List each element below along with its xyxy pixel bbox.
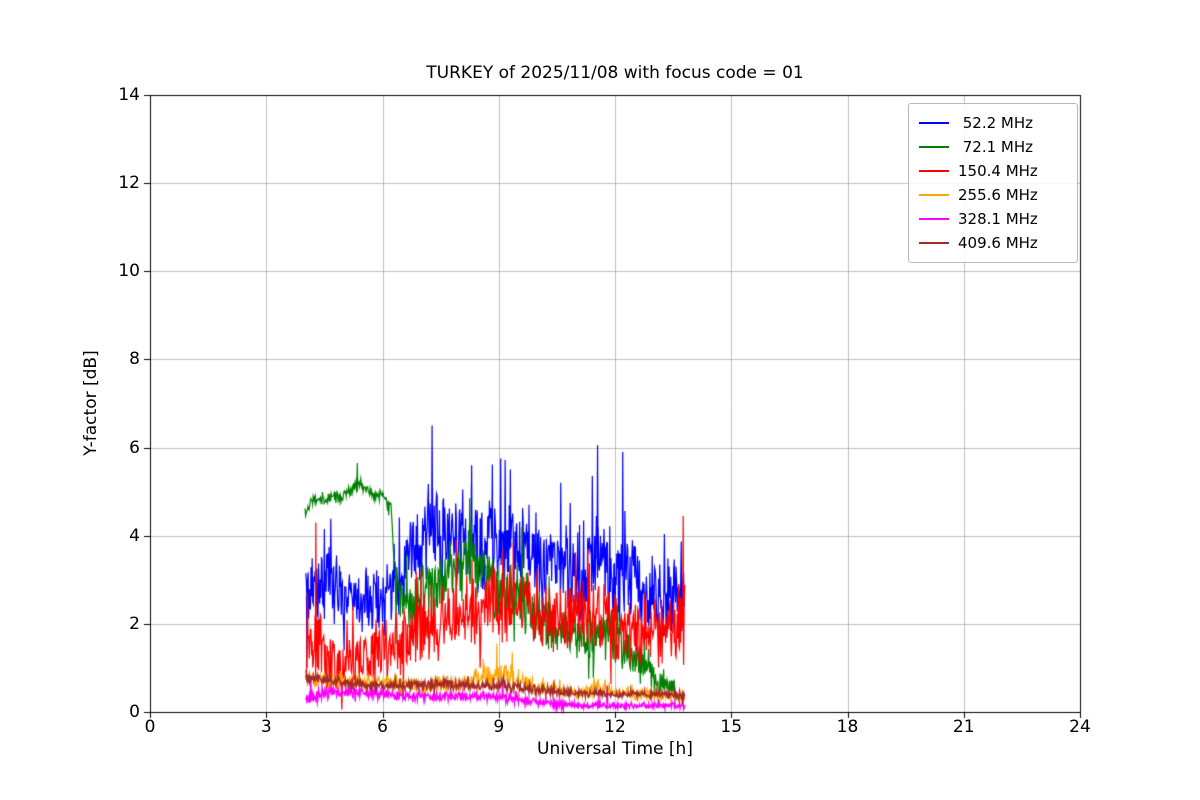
- x-tick-label: 0: [144, 717, 156, 737]
- y-tick-label: 10: [118, 261, 140, 282]
- legend-item: 255.6 MHz: [919, 183, 1067, 207]
- y-tick-label: 12: [118, 173, 140, 194]
- legend: 52.2 MHz 72.1 MHz 150.4 MHz 255.6 MHz 328.1…: [908, 103, 1078, 263]
- x-axis-label: Universal Time [h]: [537, 739, 693, 759]
- legend-label: 328.1 MHz: [958, 210, 1038, 228]
- x-tick-label: 24: [1069, 717, 1091, 737]
- legend-label: 72.1 MHz: [958, 138, 1034, 156]
- x-tick-label: 9: [493, 717, 505, 737]
- x-tick-label: 6: [377, 717, 388, 737]
- legend-item: 409.6 MHz: [919, 231, 1067, 255]
- legend-line-swatch: [919, 218, 949, 220]
- legend-label: 150.4 MHz: [958, 162, 1038, 180]
- legend-line-swatch: [919, 242, 949, 244]
- chart-title: TURKEY of 2025/11/08 with focus code = 0…: [426, 63, 804, 83]
- x-tick-label: 15: [720, 717, 743, 737]
- legend-line-swatch: [919, 122, 949, 124]
- legend-item: 52.2 MHz: [919, 111, 1067, 135]
- legend-item: 328.1 MHz: [919, 207, 1067, 231]
- legend-line-swatch: [919, 146, 949, 148]
- legend-label: 52.2 MHz: [958, 114, 1034, 132]
- y-tick-label: 14: [118, 85, 140, 105]
- legend-item: 72.1 MHz: [919, 135, 1067, 159]
- legend-line-swatch: [919, 194, 949, 196]
- y-tick-label: 2: [129, 613, 140, 634]
- legend-label: 409.6 MHz: [958, 234, 1038, 252]
- x-tick-label: 21: [952, 717, 975, 737]
- legend-item: 150.4 MHz: [919, 159, 1067, 183]
- y-tick-label: 8: [129, 349, 140, 370]
- x-tick-label: 12: [604, 717, 626, 737]
- x-tick-label: 18: [836, 717, 859, 737]
- y-tick-label: 6: [129, 437, 140, 458]
- y-tick-label: 0: [129, 702, 140, 722]
- legend-label: 255.6 MHz: [958, 186, 1038, 204]
- y-tick-label: 4: [129, 525, 140, 546]
- x-tick-label: 3: [260, 717, 272, 737]
- legend-line-swatch: [919, 170, 949, 172]
